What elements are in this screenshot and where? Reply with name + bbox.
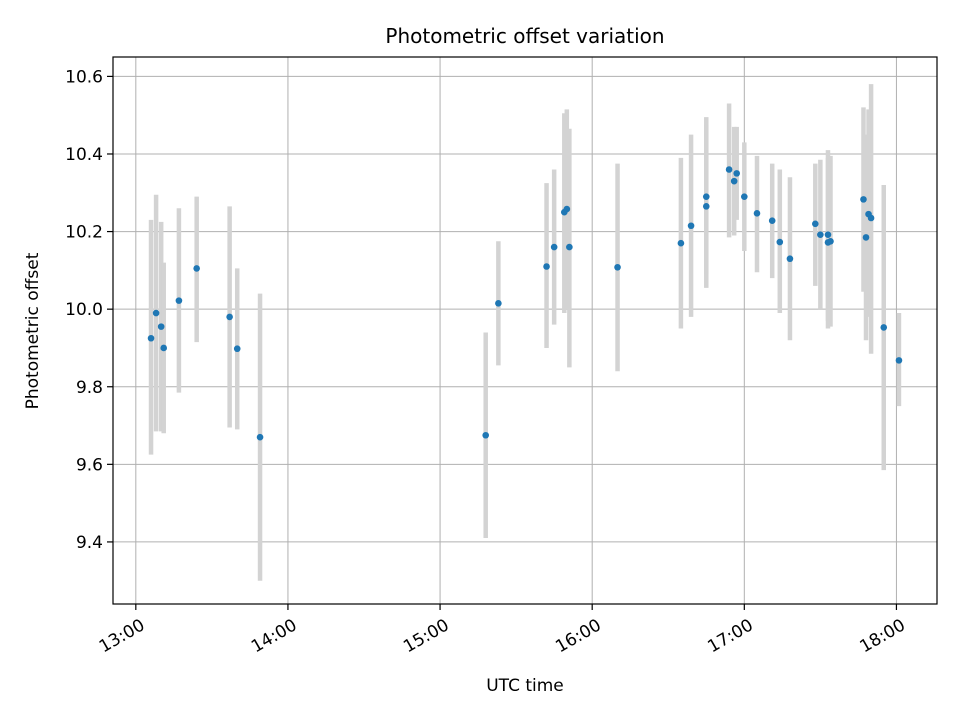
y-tick-label: 10.4 — [65, 145, 103, 165]
data-point — [550, 243, 558, 251]
data-point — [563, 205, 571, 213]
data-point — [157, 323, 165, 330]
data-point — [753, 210, 761, 217]
data-point — [543, 263, 550, 270]
data-point — [862, 234, 870, 241]
y-tick-label: 9.4 — [76, 533, 103, 553]
data-point — [730, 177, 738, 185]
y-axis-label: Photometric offset — [23, 252, 43, 409]
x-axis-label: UTC time — [486, 676, 564, 696]
data-point — [741, 193, 748, 200]
plot-frame — [112, 56, 938, 605]
data-point — [702, 203, 710, 210]
data-point — [226, 313, 233, 321]
data-point — [895, 357, 903, 364]
data-point — [614, 263, 621, 271]
data-point — [786, 255, 794, 263]
chart-title: Photometric offset variation — [385, 24, 664, 48]
data-point — [867, 214, 875, 222]
data-point — [860, 196, 867, 203]
data-point — [880, 324, 888, 331]
data-point — [812, 220, 819, 228]
data-point — [702, 193, 710, 200]
y-tick-label: 10.6 — [65, 67, 103, 87]
y-axis: 9.4 9.6 9.8 10.0 10.2 10.4 10.6 — [65, 67, 113, 553]
data-point — [147, 334, 155, 342]
y-tick-label: 10.2 — [65, 223, 103, 243]
data-point — [725, 166, 733, 173]
grid — [113, 57, 937, 604]
data-point — [677, 239, 685, 247]
data-point — [175, 297, 183, 304]
data-point — [152, 309, 160, 317]
data-point — [827, 237, 834, 245]
data-point — [233, 345, 241, 353]
y-tick-label: 10.0 — [65, 300, 103, 320]
data-point — [566, 243, 573, 251]
data-point — [776, 238, 784, 246]
data-point — [733, 170, 741, 177]
data-points — [147, 166, 903, 441]
y-tick-label: 9.8 — [76, 378, 103, 398]
data-point — [768, 217, 776, 225]
data-point — [817, 231, 824, 238]
y-tick-label: 9.6 — [76, 455, 103, 475]
data-point — [495, 300, 502, 307]
data-point — [160, 344, 168, 352]
data-point — [824, 231, 832, 238]
data-point — [256, 433, 264, 441]
data-point — [687, 222, 695, 230]
data-point — [193, 265, 200, 272]
data-point — [482, 431, 490, 439]
